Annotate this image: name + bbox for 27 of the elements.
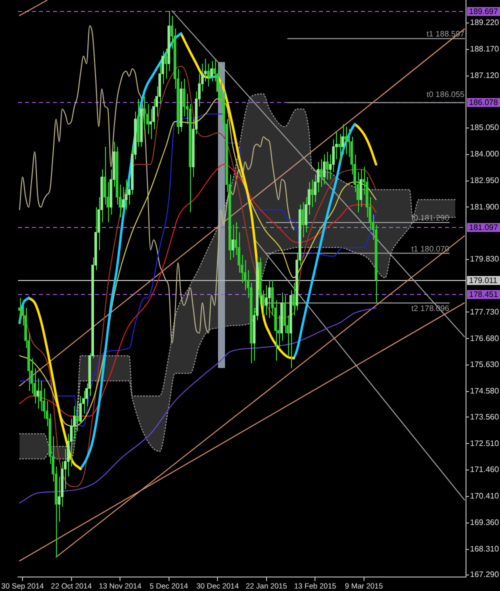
y-tick-label: 182.950 — [470, 176, 500, 185]
y-tick-label: 177.730 — [470, 307, 500, 316]
ref-line-label: 189.697 — [467, 7, 500, 16]
y-tick-label: 179.830 — [470, 254, 500, 264]
y-tick-label: 173.560 — [470, 412, 500, 422]
y-tick-label: 167.290 — [470, 570, 500, 580]
ref-line-label: 178.451 — [467, 290, 500, 299]
ref-line-label: 179.011 — [467, 276, 500, 285]
series-label: t0 186.055 — [426, 90, 466, 99]
series-label: f0 181.290 — [411, 214, 450, 223]
y-tick-label: 184.000 — [470, 150, 500, 159]
y-tick-label: 170.410 — [470, 492, 500, 501]
y-tick-label: 169.360 — [470, 518, 500, 528]
y-tick-label: 174.580 — [470, 386, 500, 396]
ref-line-label: 181.097 — [467, 223, 500, 232]
series-label: t1 180.070 — [411, 244, 450, 254]
y-tick-label: 171.460 — [470, 465, 500, 474]
y-tick-label: 181.900 — [470, 202, 500, 212]
y-tick-label: 187.120 — [470, 70, 500, 80]
y-tick-label: 176.680 — [470, 334, 500, 343]
y-tick-label: 188.170 — [470, 44, 500, 54]
y-tick-label: 175.630 — [470, 360, 500, 370]
y-tick-label: 185.050 — [470, 123, 500, 132]
y-tick-label: 168.310 — [470, 544, 500, 554]
y-tick-label: 189.220 — [470, 18, 500, 28]
y-tick-label: 172.510 — [470, 438, 500, 448]
ref-line-label: 186.078 — [467, 98, 500, 107]
